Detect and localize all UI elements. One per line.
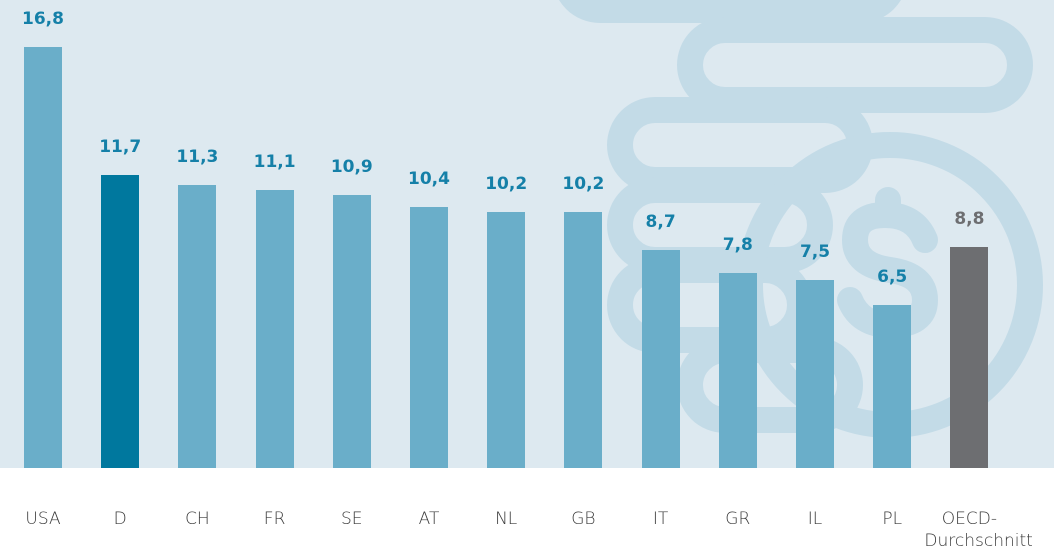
bar — [487, 212, 526, 468]
value-label: 11,3 — [176, 146, 219, 167]
bar — [101, 174, 140, 468]
value-label: 6,5 — [877, 267, 908, 288]
value-label: 8,8 — [954, 209, 985, 230]
x-tick-label: OECD-Durchschnitt — [924, 509, 1033, 551]
bar — [641, 249, 680, 468]
coin-stack — [559, 0, 901, 23]
bar — [178, 184, 217, 468]
x-tick-label: GB — [571, 509, 596, 529]
value-label: 7,5 — [799, 242, 831, 263]
value-label: 8,7 — [645, 211, 676, 232]
x-tick-label: USA — [25, 509, 61, 529]
bar — [796, 280, 834, 468]
bar — [332, 194, 371, 468]
bar — [950, 247, 989, 468]
value-label: 11,7 — [99, 136, 142, 157]
x-tick-label: D — [113, 509, 127, 529]
bar — [255, 189, 294, 468]
x-tick-label: SE — [341, 509, 363, 529]
x-tick-label: CH — [185, 509, 210, 529]
bar — [410, 207, 448, 468]
value-label: 10,2 — [562, 174, 605, 195]
value-label: 10,2 — [485, 174, 528, 195]
value-label: 11,1 — [253, 151, 296, 172]
x-tick-label: PL — [882, 509, 903, 529]
x-tick-label: AT — [418, 509, 440, 529]
value-label: 7,8 — [722, 234, 753, 255]
bar — [718, 272, 757, 468]
x-tick-label: GR — [725, 509, 751, 529]
value-label: 10,9 — [330, 156, 373, 177]
x-tick-label: FR — [263, 509, 286, 529]
value-label: 10,4 — [408, 169, 450, 190]
value-label: 16,8 — [22, 8, 64, 29]
x-tick-label: IL — [807, 509, 823, 529]
coin-stack — [677, 17, 1033, 113]
bar — [873, 305, 912, 468]
bar — [24, 46, 62, 468]
x-tick-label: NL — [495, 509, 518, 529]
x-tick-label: IT — [652, 509, 669, 529]
bar — [564, 212, 603, 468]
